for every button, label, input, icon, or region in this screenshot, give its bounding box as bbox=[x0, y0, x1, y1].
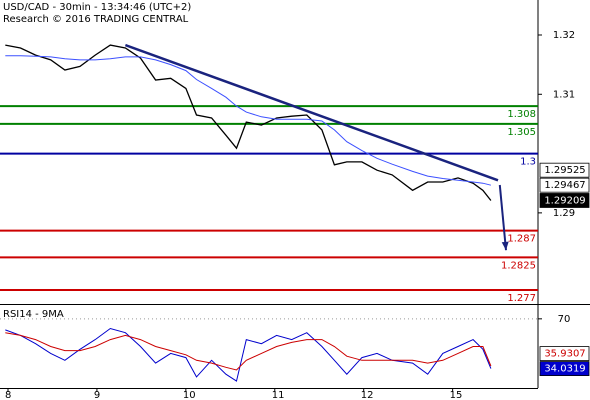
y-tick-label: 1.31 bbox=[553, 89, 575, 100]
price-badge bbox=[539, 346, 590, 361]
x-tick-label: 10 bbox=[183, 390, 196, 400]
chart-title: USD/CAD - 30min - 13:34:46 (UTC+2) bbox=[3, 2, 191, 13]
x-tick-label: 12 bbox=[361, 390, 374, 400]
arrow bbox=[498, 184, 507, 251]
price-line bbox=[5, 55, 492, 186]
level-label: 1.308 bbox=[507, 109, 536, 120]
price-badge-label: 35.9307 bbox=[544, 349, 585, 360]
level-label: 1.305 bbox=[507, 127, 536, 138]
trendline bbox=[124, 43, 499, 182]
level-label: 1.2825 bbox=[501, 260, 536, 271]
x-tick-label: 8 bbox=[5, 390, 11, 400]
level-label: 1.287 bbox=[507, 234, 536, 245]
x-tick-label: 9 bbox=[94, 390, 100, 400]
price-badge-label: 34.0319 bbox=[544, 364, 585, 375]
y-tick-label: 1.29 bbox=[553, 208, 575, 219]
x-tick-label: 11 bbox=[272, 390, 285, 400]
y-tick-label: 1.32 bbox=[553, 30, 575, 41]
price-badge-label: 1.29467 bbox=[544, 180, 585, 191]
rsi-line bbox=[5, 332, 492, 371]
chart-subtitle: Research © 2016 TRADING CENTRAL bbox=[3, 14, 189, 25]
x-tick-label: 15 bbox=[450, 390, 463, 400]
price-line bbox=[5, 44, 492, 201]
level-label: 1.277 bbox=[507, 293, 536, 304]
rsi-line bbox=[5, 327, 492, 382]
price-badge bbox=[539, 361, 590, 376]
rsi-title: RSI14 - 9MA bbox=[3, 309, 64, 320]
rsi-y-tick-label: 70 bbox=[558, 314, 571, 325]
price-badge-label: 1.29525 bbox=[544, 165, 585, 176]
level-label: 1.3 bbox=[520, 157, 536, 168]
price-badge-label: 1.29209 bbox=[544, 195, 585, 206]
arrow-head bbox=[501, 241, 509, 251]
price-badge bbox=[539, 177, 590, 193]
price-badge bbox=[539, 162, 590, 178]
price-badge bbox=[539, 193, 590, 208]
